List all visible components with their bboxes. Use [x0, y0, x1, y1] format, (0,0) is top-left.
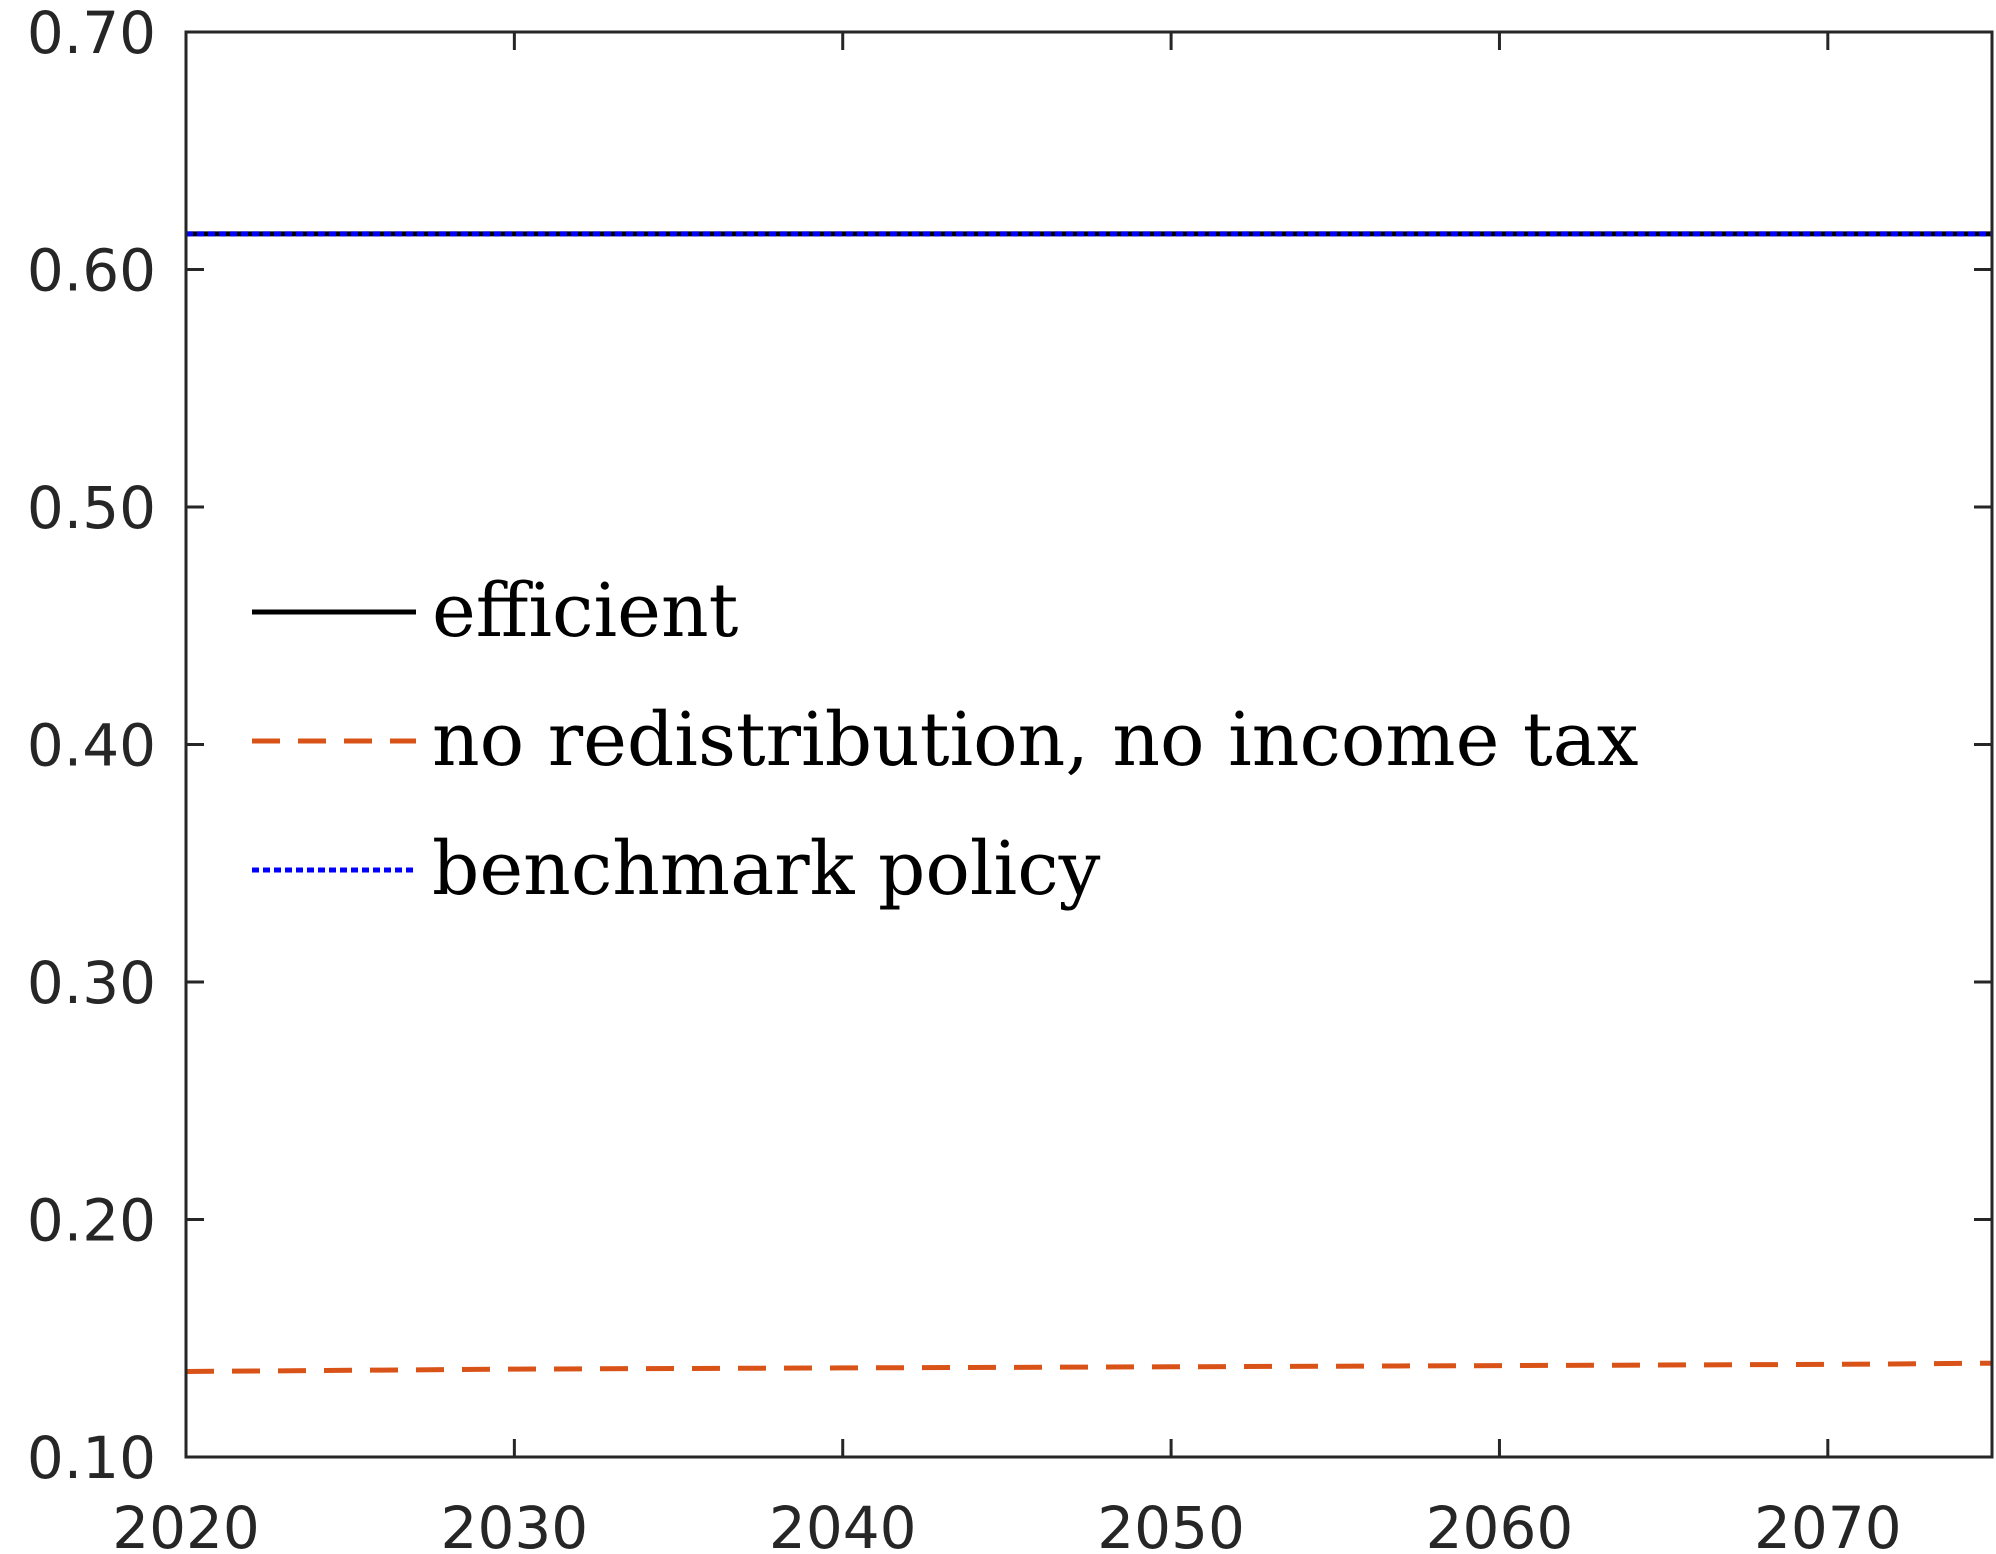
- series-layer: [185, 231, 1993, 1374]
- y-tick-label: 0.50: [27, 474, 156, 542]
- y-tick-label: 0.20: [27, 1187, 156, 1255]
- y-tick-label: 0.10: [27, 1424, 156, 1492]
- y-tick-label: 0.40: [27, 712, 156, 780]
- y-tick-label: 0.70: [27, 0, 156, 67]
- x-tick-label: 2050: [1097, 1494, 1245, 1554]
- legend-label-3: benchmark policy: [432, 826, 1101, 912]
- x-tick-label: 2030: [441, 1494, 589, 1554]
- y-axis-tick-labels: 0.10 0.20 0.30 0.40 0.50 0.60 0.70: [27, 0, 156, 1492]
- x-axis-tick-labels: 2020 2030 2040 2050 2060 2070: [112, 1494, 1901, 1554]
- x-tick-label: 2060: [1426, 1494, 1574, 1554]
- series-line-no-redistribution-no-income-tax: [185, 1360, 1993, 1374]
- y-tick-label: 0.60: [27, 237, 156, 305]
- x-tick-label: 2020: [112, 1494, 260, 1554]
- y-tick-label: 0.30: [27, 949, 156, 1017]
- legend-label-1: efficient: [432, 568, 739, 654]
- x-tick-label: 2040: [769, 1494, 917, 1554]
- legend: efficient no redistribution, no income ta…: [252, 568, 1639, 912]
- x-tick-label: 2070: [1754, 1494, 1902, 1554]
- ticks-layer: [184, 30, 1992, 1459]
- legend-label-2: no redistribution, no income tax: [432, 697, 1639, 783]
